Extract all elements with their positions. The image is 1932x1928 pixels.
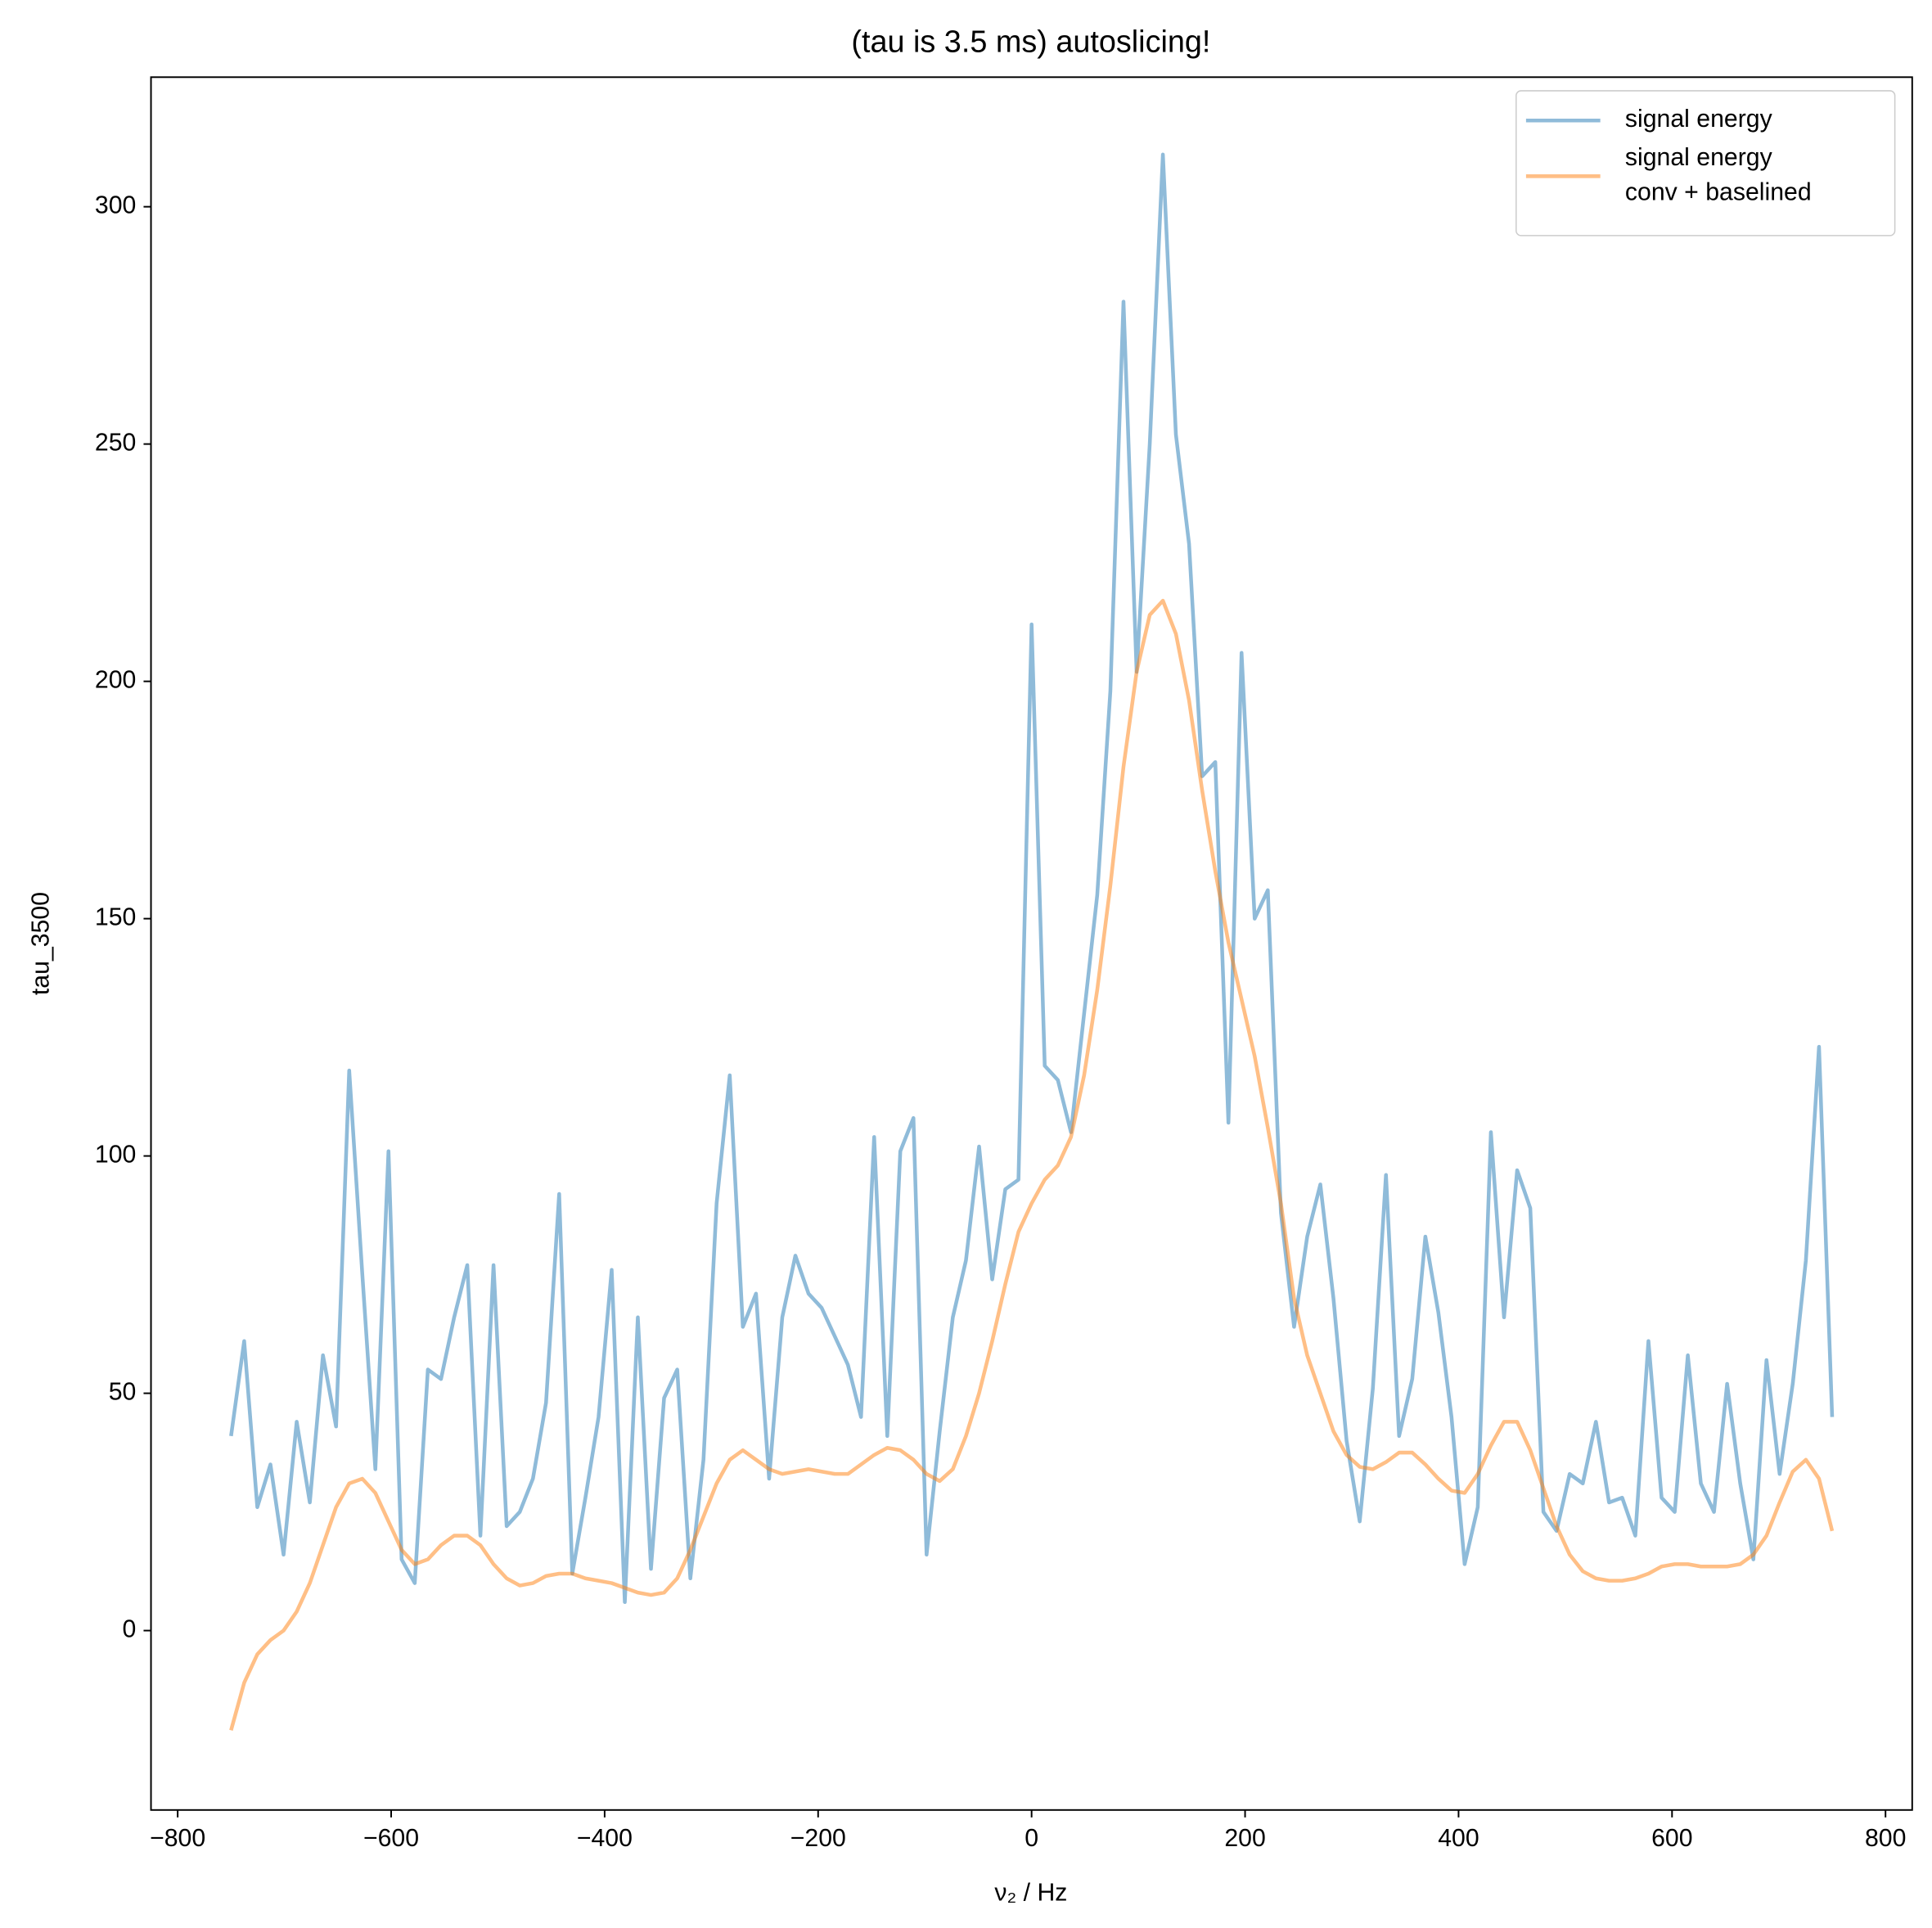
x-tick-label: −200	[790, 1825, 846, 1852]
x-tick-label: 600	[1651, 1825, 1692, 1852]
y-tick-label: 200	[95, 667, 136, 694]
y-tick-label: 250	[95, 430, 136, 457]
y-tick-label: 0	[123, 1616, 137, 1643]
x-tick-label: −400	[577, 1825, 633, 1852]
y-axis-label: tau_3500	[27, 892, 54, 995]
plot-frame	[150, 76, 1913, 1811]
x-tick-label: 800	[1865, 1825, 1906, 1852]
x-tick-label: 0	[1025, 1825, 1038, 1852]
chart-title: (tau is 3.5 ms) autoslicing!	[851, 25, 1210, 59]
legend-label: signal energy conv + baselined	[1625, 144, 1812, 205]
x-tick-label: 200	[1224, 1825, 1265, 1852]
y-tick-label: 100	[95, 1142, 136, 1169]
data-line	[229, 152, 1835, 1605]
legend-label: signal energy	[1625, 106, 1773, 133]
y-tick-label: 50	[109, 1379, 137, 1406]
legend-box	[1515, 90, 1896, 236]
x-tick-label: −800	[150, 1825, 205, 1852]
data-line	[229, 598, 1835, 1731]
x-tick-label: 400	[1438, 1825, 1479, 1852]
y-tick-label: 150	[95, 904, 136, 931]
x-tick-label: −600	[363, 1825, 419, 1852]
x-axis-label: ν₂ / Hz	[994, 1880, 1067, 1907]
y-tick-label: 300	[95, 192, 136, 219]
